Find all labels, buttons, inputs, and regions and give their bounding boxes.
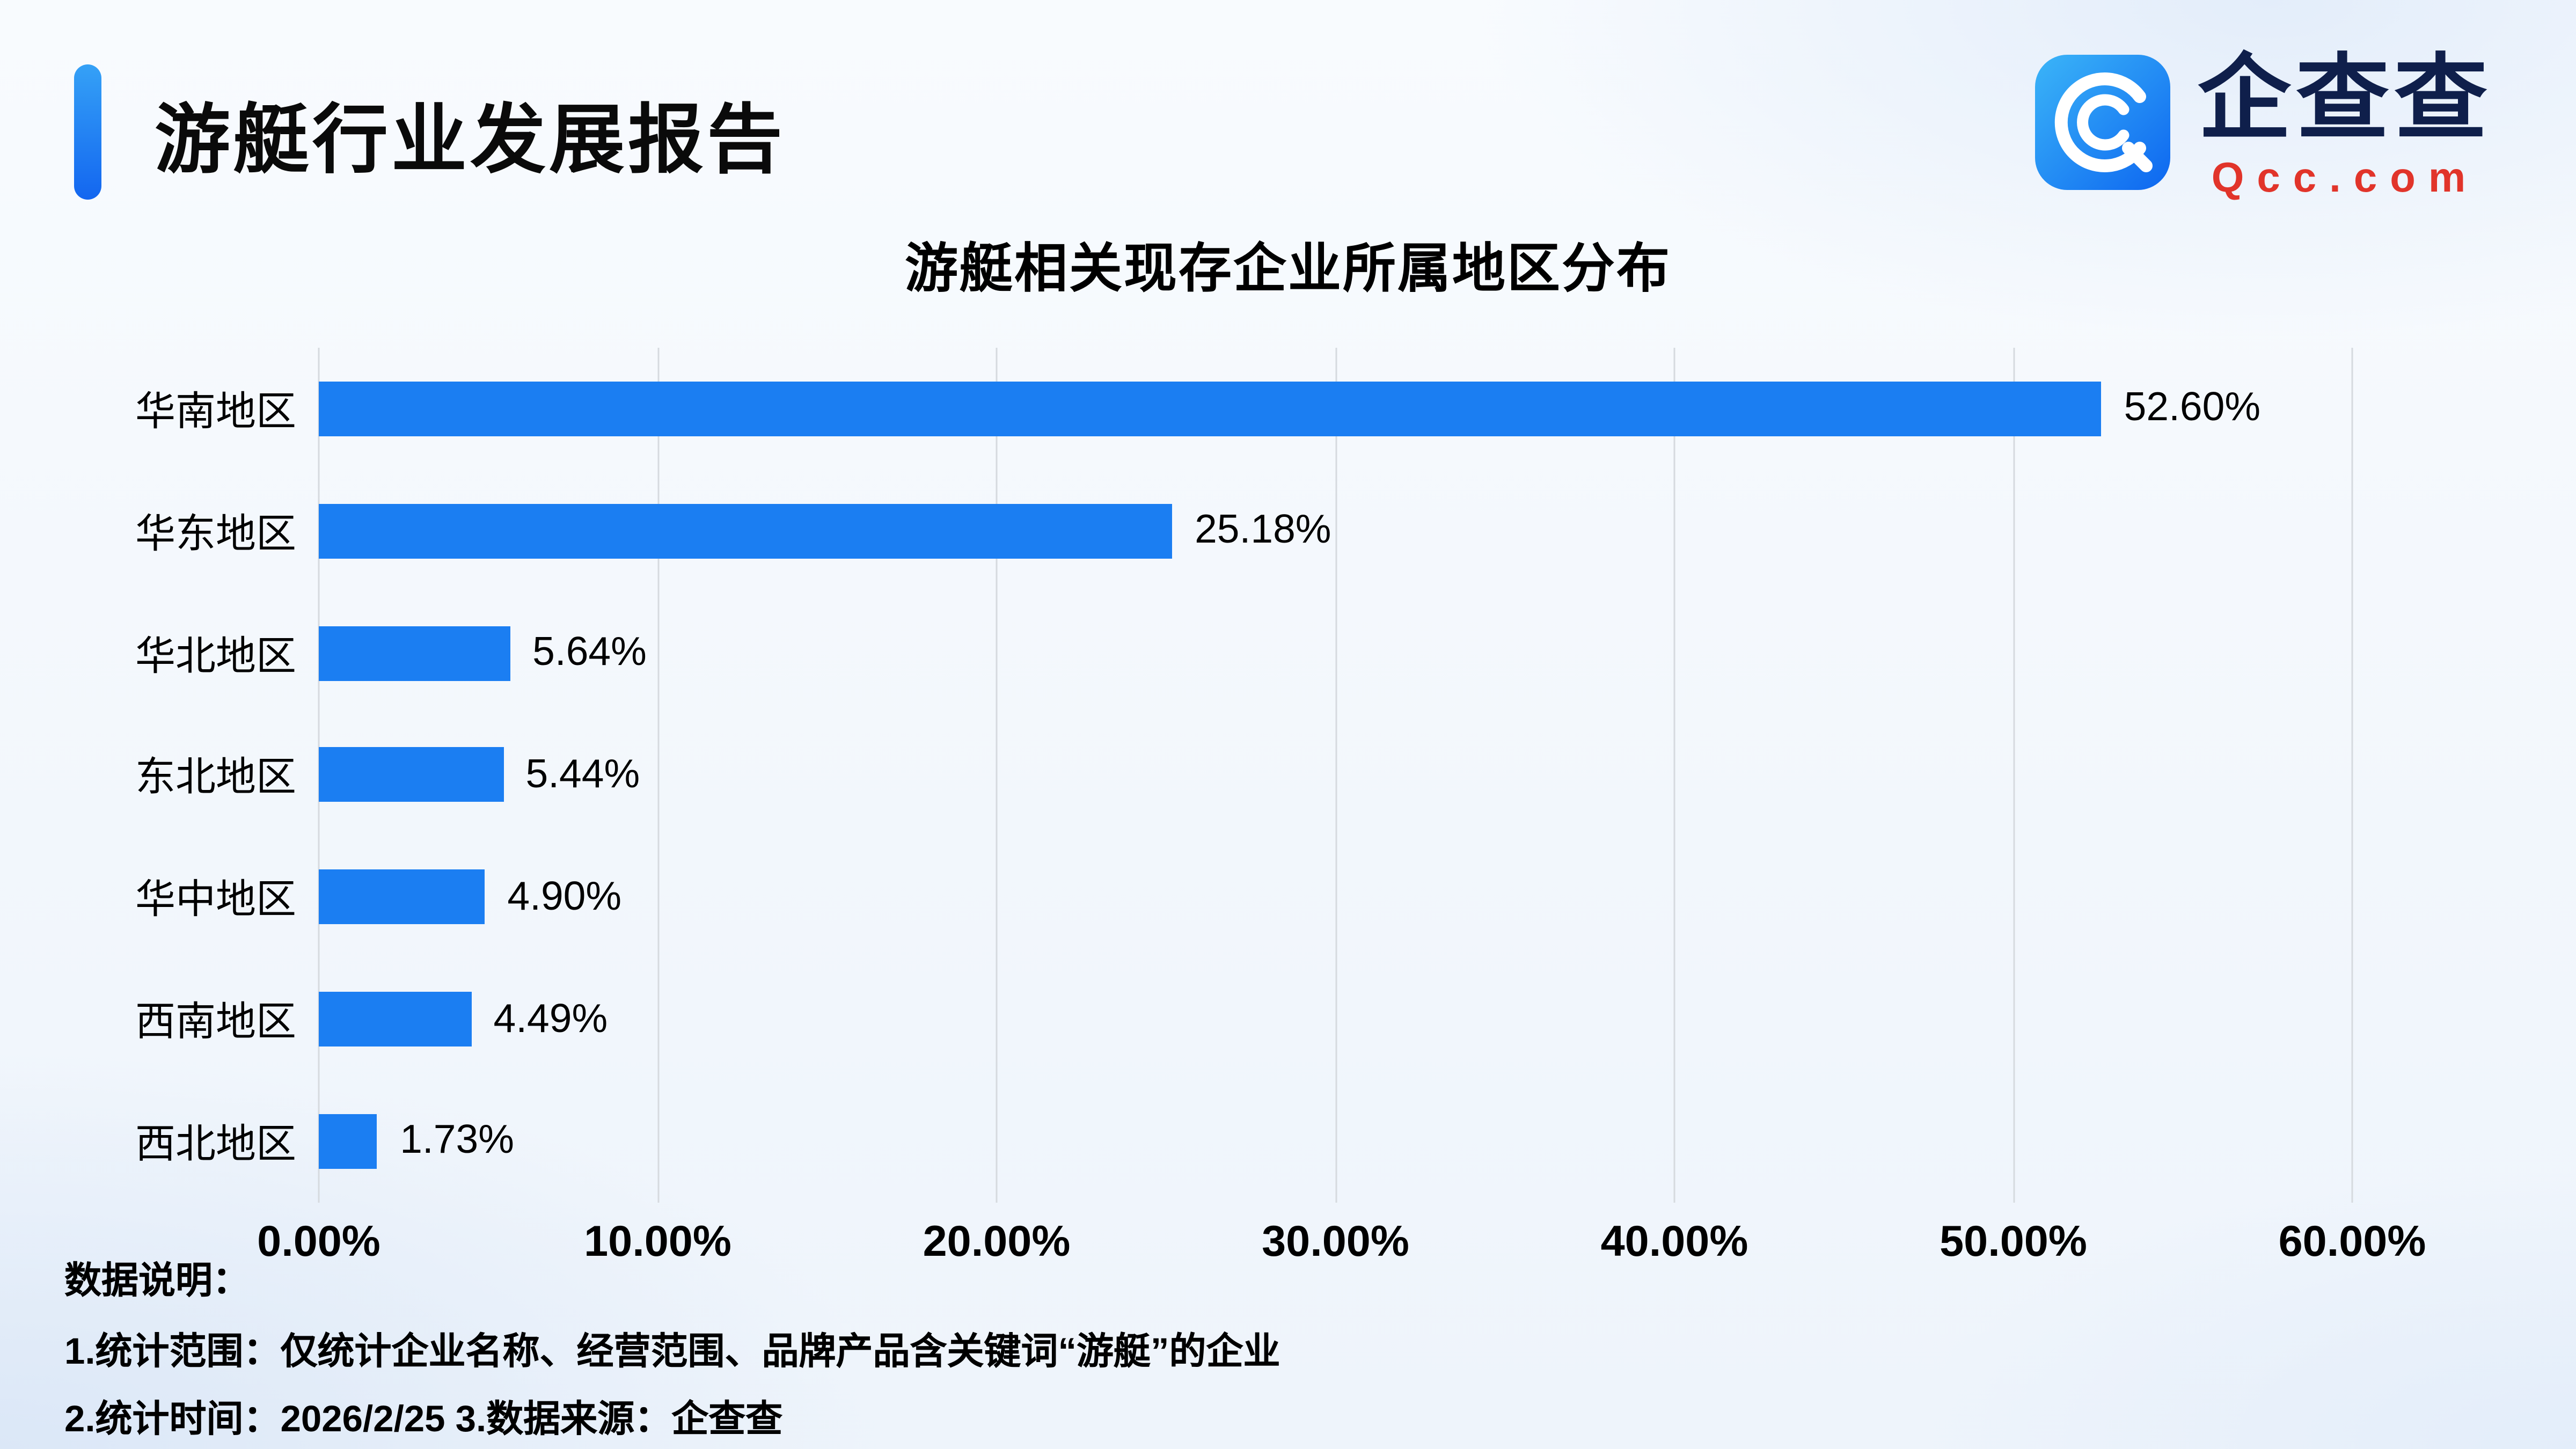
bar (319, 381, 2102, 436)
bar-category-label: 西北地区 (135, 1122, 296, 1167)
bar-row: 东北地区 5.44% (64, 746, 2352, 804)
gridline (1335, 348, 1336, 1203)
bar-category-label: 华中地区 (135, 877, 296, 923)
x-tick-label: 50.00% (1940, 1217, 2087, 1265)
bar (319, 1114, 378, 1169)
bar-row: 西南地区 4.49% (64, 990, 2352, 1048)
bar-category-label: 西南地区 (135, 1000, 296, 1045)
bar-row: 华北地区 5.64% (64, 624, 2352, 682)
bar-value-label: 5.44% (525, 751, 640, 797)
x-tick-label: 0.00% (257, 1217, 380, 1265)
bar-row: 西北地区 1.73% (64, 1113, 2352, 1170)
bar-value-label: 4.90% (507, 874, 622, 919)
bar-track: 1.73% (319, 1113, 2352, 1170)
gridline (657, 348, 658, 1203)
bar-track: 4.49% (319, 990, 2352, 1048)
chart-title: 游艇相关现存企业所属地区分布 (905, 238, 1671, 298)
bar-category-label: 东北地区 (135, 756, 296, 801)
bar (319, 625, 510, 680)
x-tick-label: 20.00% (923, 1217, 1071, 1265)
bar (319, 869, 485, 925)
x-tick-label: 40.00% (1600, 1217, 1748, 1265)
gridline (2012, 348, 2014, 1203)
bar-row: 华中地区 4.90% (64, 868, 2352, 926)
qcc-logo: 企查查 Qcc.com (2033, 47, 2492, 203)
bar-value-label: 1.73% (400, 1118, 514, 1163)
title-accent-bar (74, 64, 101, 200)
bar-value-label: 25.18% (1195, 507, 1331, 553)
note-line-1: 1.统计范围：仅统计企业名称、经营范围、品牌产品含关键词“游艇”的企业 (64, 1330, 1280, 1372)
chart-rows: 华南地区 52.60% 华东地区 25.18% 华北地区 5.64% 东北地区 5.44% 华中… (64, 348, 2352, 1203)
bar-track: 5.44% (319, 746, 2352, 804)
x-tick-label: 30.00% (1262, 1217, 1409, 1265)
bar-category-label: 华南地区 (135, 389, 296, 435)
qcc-logo-icon (2033, 54, 2172, 200)
bar (319, 992, 471, 1047)
bar (319, 748, 503, 803)
x-tick-label: 60.00% (2278, 1217, 2426, 1265)
gridline (1673, 348, 1675, 1203)
bar-value-label: 4.49% (493, 996, 608, 1041)
report-title: 游艇行业发展报告 (155, 97, 786, 182)
bar-value-label: 5.64% (532, 630, 647, 675)
bar-track: 25.18% (319, 502, 2352, 560)
gridline (996, 348, 998, 1203)
qcc-brand-text: 企查查 (2197, 47, 2492, 151)
bar-track: 4.90% (319, 868, 2352, 926)
note-line-2: 2.统计时间：2026/2/25 3.数据来源：企查查 (64, 1397, 783, 1439)
bar-row: 华南地区 52.60% (64, 380, 2352, 438)
qcc-brand-domain: Qcc.com (2211, 152, 2479, 201)
bar (319, 503, 1173, 559)
x-axis: 0.00% 10.00% 20.00% 30.00% 40.00% 50.00% 60.00… (257, 1217, 2426, 1275)
notes-title: 数据说明： (64, 1259, 250, 1301)
bar-category-label: 华北地区 (135, 633, 296, 679)
bar-track: 52.60% (319, 380, 2352, 438)
bar-row: 华东地区 25.18% (64, 502, 2352, 560)
qcc-logo-text: 企查查 Qcc.com (2197, 47, 2492, 203)
bar-value-label: 52.60% (2124, 385, 2261, 431)
bar-track: 5.64% (319, 624, 2352, 682)
gridline (2351, 348, 2353, 1203)
x-tick-label: 10.00% (584, 1217, 731, 1265)
bar-category-label: 华东地区 (135, 511, 296, 557)
